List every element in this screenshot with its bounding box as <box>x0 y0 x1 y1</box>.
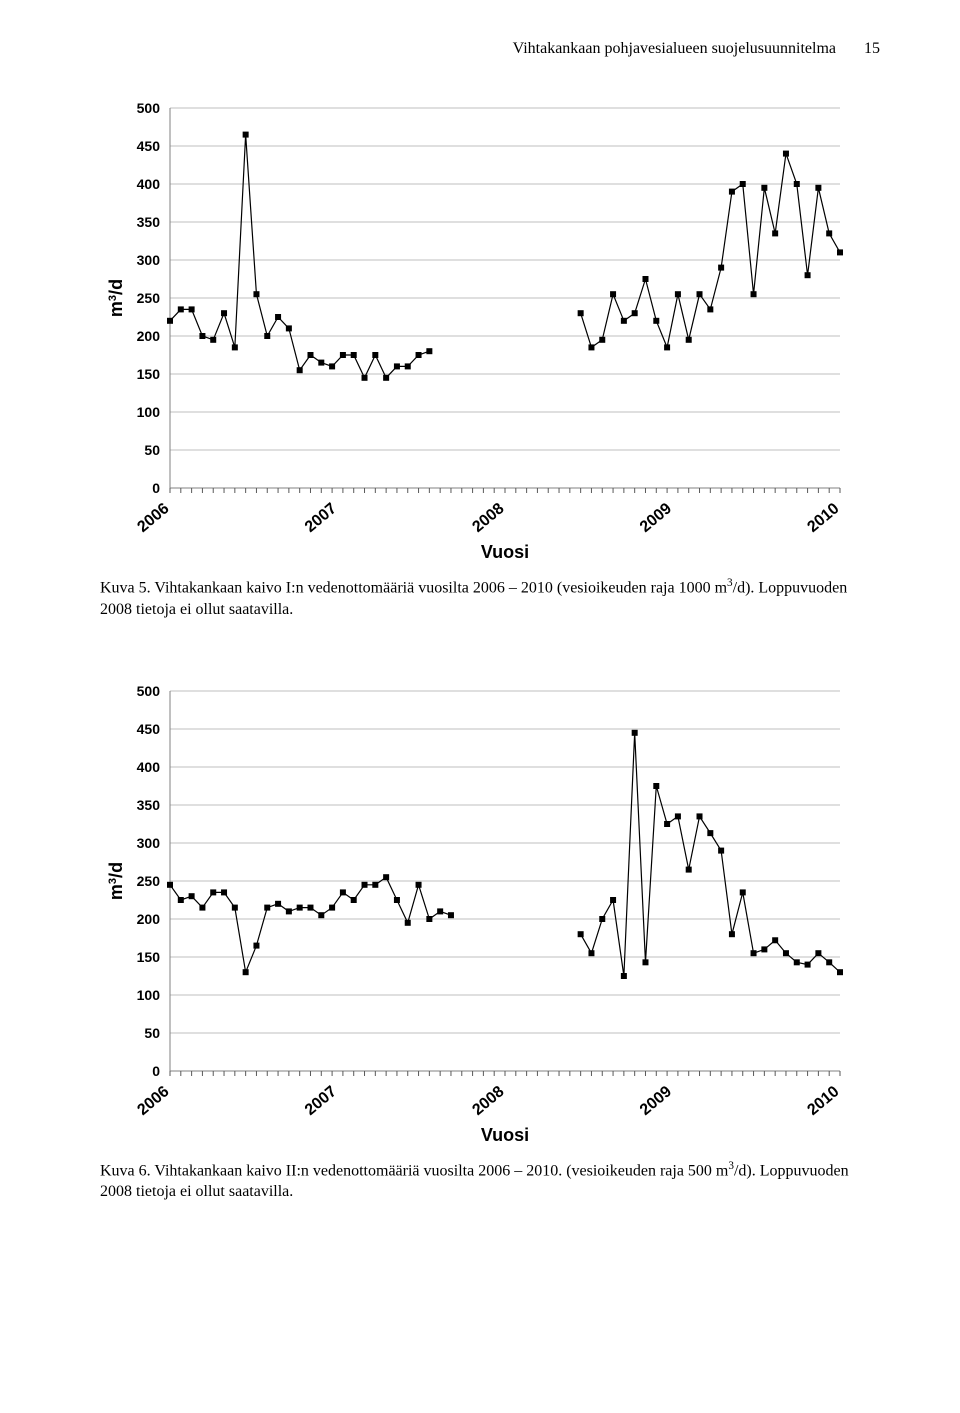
svg-text:400: 400 <box>137 759 161 775</box>
chart-2: 0501001502002503003504004505002006200720… <box>100 671 880 1151</box>
svg-text:400: 400 <box>137 176 161 192</box>
svg-text:0: 0 <box>152 480 160 496</box>
svg-text:0: 0 <box>152 1063 160 1079</box>
svg-text:500: 500 <box>137 100 161 116</box>
svg-text:350: 350 <box>137 797 161 813</box>
svg-text:300: 300 <box>137 252 161 268</box>
caption-2-text-a: Vihtakankaan kaivo II:n vedenottomääriä … <box>151 1162 729 1179</box>
caption-1: Kuva 5. Vihtakankaan kaivo I:n vedenotto… <box>100 576 880 621</box>
svg-text:Vuosi: Vuosi <box>481 542 529 562</box>
caption-1-prefix: Kuva 5. <box>100 579 151 596</box>
header-title: Vihtakankaan pohjavesialueen suojelusuun… <box>513 40 836 57</box>
chart-1-svg: 0501001502002503003504004505002006200720… <box>100 88 860 568</box>
chart-2-svg: 0501001502002503003504004505002006200720… <box>100 671 860 1151</box>
svg-text:200: 200 <box>137 911 161 927</box>
chart-1: 0501001502002503003504004505002006200720… <box>100 88 880 568</box>
svg-text:100: 100 <box>137 987 161 1003</box>
svg-text:50: 50 <box>144 442 160 458</box>
svg-text:350: 350 <box>137 214 161 230</box>
page-number: 15 <box>864 40 880 57</box>
svg-text:250: 250 <box>137 873 161 889</box>
caption-1-text-a: Vihtakankaan kaivo I:n vedenottomääriä v… <box>151 579 727 596</box>
page-header: Vihtakankaan pohjavesialueen suojelusuun… <box>100 40 880 58</box>
svg-text:150: 150 <box>137 366 161 382</box>
svg-text:450: 450 <box>137 138 161 154</box>
svg-text:500: 500 <box>137 683 161 699</box>
svg-text:450: 450 <box>137 721 161 737</box>
svg-text:300: 300 <box>137 835 161 851</box>
caption-2-prefix: Kuva 6. <box>100 1162 151 1179</box>
svg-text:100: 100 <box>137 404 161 420</box>
svg-text:200: 200 <box>137 328 161 344</box>
svg-text:150: 150 <box>137 949 161 965</box>
svg-text:Vuosi: Vuosi <box>481 1125 529 1145</box>
svg-text:250: 250 <box>137 290 161 306</box>
svg-text:50: 50 <box>144 1025 160 1041</box>
caption-2: Kuva 6. Vihtakankaan kaivo II:n vedenott… <box>100 1159 880 1204</box>
